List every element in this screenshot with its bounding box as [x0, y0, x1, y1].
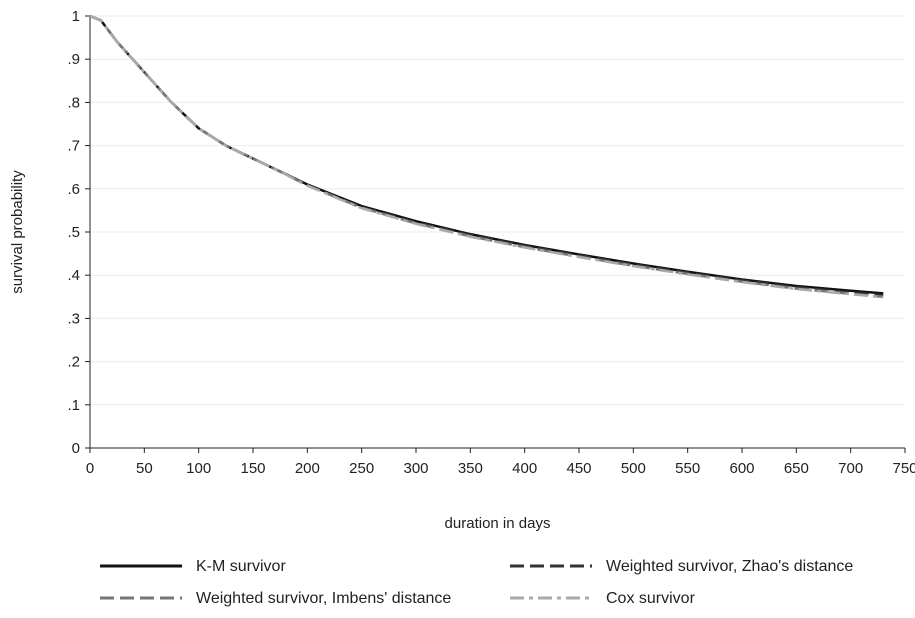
axes: 0 .1 .2 .3 .4 .5 .6 .7 .8 .9 1 0 50 100 150 200 250 300 35…	[67, 8, 915, 477]
x-tick-label: 700	[838, 460, 863, 477]
x-tick-label: 450	[566, 460, 591, 477]
legend: K-M survivor Weighted survivor, Zhao's di…	[100, 558, 853, 607]
legend-label: K-M survivor	[196, 558, 286, 575]
x-tick-label: 100	[186, 460, 211, 477]
y-tick-label: .5	[67, 224, 80, 241]
y-tick-label: .9	[67, 51, 80, 68]
y-tick-label: .6	[67, 181, 80, 198]
series-line	[89, 14, 884, 299]
x-tick-label: 300	[403, 460, 428, 477]
y-tick-label: 0	[72, 440, 80, 457]
x-axis-title: duration in days	[445, 515, 551, 532]
legend-label: Weighted survivor, Zhao's distance	[606, 558, 853, 575]
x-tick-label: 400	[512, 460, 537, 477]
y-tick-label: .8	[67, 94, 80, 111]
y-tick-label: .4	[67, 267, 80, 284]
y-tick-label: 1	[72, 8, 80, 25]
x-tick-label: 650	[784, 460, 809, 477]
series-lines	[89, 14, 884, 299]
x-tick-label: 200	[295, 460, 320, 477]
x-tick-label: 600	[729, 460, 754, 477]
x-tick-label: 50	[136, 460, 153, 477]
y-tick-label: .2	[67, 354, 80, 371]
y-axis-title: survival probability	[9, 170, 26, 294]
legend-label: Weighted survivor, Imbens' distance	[196, 590, 451, 607]
x-tick-label: 750	[892, 460, 915, 477]
y-tick-label: .1	[67, 397, 80, 414]
y-tick-label: .7	[67, 138, 80, 155]
legend-label: Cox survivor	[606, 590, 696, 607]
x-tick-label: 150	[240, 460, 265, 477]
y-tick-label: .3	[67, 310, 80, 327]
x-tick-label: 550	[675, 460, 700, 477]
x-tick-label: 500	[621, 460, 646, 477]
x-tick-label: 250	[349, 460, 374, 477]
x-tick-label: 0	[86, 460, 94, 477]
x-tick-label: 350	[458, 460, 483, 477]
